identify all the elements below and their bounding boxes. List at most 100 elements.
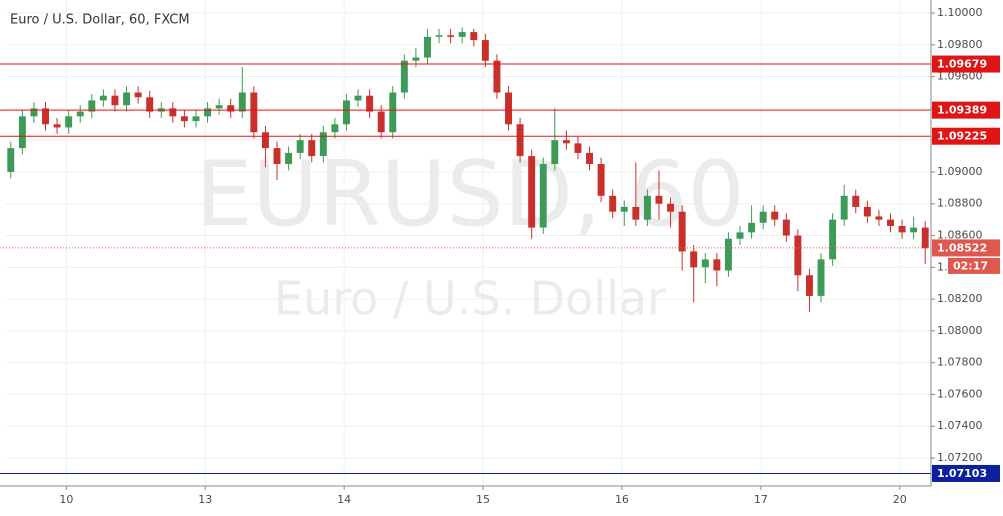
candle-body bbox=[701, 259, 709, 268]
candle-body bbox=[748, 222, 756, 233]
candle-body bbox=[192, 116, 200, 122]
y-tick-label: 1.10000 bbox=[937, 6, 983, 19]
candle-body bbox=[123, 92, 131, 106]
x-tick-label: 16 bbox=[615, 493, 629, 506]
candle-body bbox=[111, 95, 119, 106]
candle-body bbox=[470, 32, 478, 41]
candle-body bbox=[30, 108, 38, 117]
candle-body bbox=[736, 232, 744, 239]
candle-body bbox=[296, 140, 304, 153]
candle-body bbox=[690, 251, 698, 268]
price-tag bbox=[932, 55, 1000, 73]
candle-body bbox=[412, 57, 420, 61]
y-tick-label: 1.09600 bbox=[937, 70, 983, 83]
candle-body bbox=[227, 105, 235, 112]
y-tick-label: 1.07600 bbox=[937, 387, 983, 400]
candle-body bbox=[875, 216, 883, 220]
candle-body bbox=[817, 259, 825, 296]
candle-body bbox=[273, 148, 281, 165]
price-tag-label: 1.09679 bbox=[937, 58, 987, 71]
chart-title: Euro / U.S. Dollar, 60, FXCM bbox=[10, 13, 190, 28]
candle-body bbox=[632, 206, 640, 220]
candle-body bbox=[42, 108, 49, 125]
candle-body bbox=[794, 235, 802, 276]
candle-body bbox=[493, 60, 501, 93]
price-tag-label: 1.09389 bbox=[937, 104, 987, 117]
y-tick-label: 1.08600 bbox=[937, 229, 983, 242]
candle-body bbox=[609, 195, 617, 212]
y-tick-label: 1.09000 bbox=[937, 165, 983, 178]
x-tick-label: 13 bbox=[198, 493, 212, 506]
candle-body bbox=[99, 95, 107, 101]
candle-body bbox=[852, 195, 860, 207]
candle-body bbox=[65, 116, 73, 128]
price-tag bbox=[932, 101, 1000, 119]
candle-body bbox=[447, 35, 455, 37]
candle-body bbox=[134, 92, 142, 98]
candle-body bbox=[366, 95, 374, 112]
candle-body bbox=[562, 140, 570, 144]
candle-body bbox=[898, 225, 906, 233]
candle-body bbox=[76, 111, 84, 117]
candle-body bbox=[782, 219, 790, 236]
candle-body bbox=[528, 156, 536, 228]
candle-body bbox=[829, 219, 837, 260]
candle-body bbox=[354, 95, 362, 101]
candle-body bbox=[643, 195, 651, 220]
candle-body bbox=[319, 132, 327, 157]
candle-body bbox=[7, 148, 15, 172]
price-tag bbox=[932, 127, 1000, 145]
candle-body bbox=[250, 92, 258, 133]
countdown-tag bbox=[948, 257, 1000, 274]
candle-body bbox=[146, 97, 154, 112]
candle-body bbox=[180, 116, 188, 122]
x-tick-label: 10 bbox=[59, 493, 73, 506]
candle-body bbox=[18, 116, 26, 149]
candle-body bbox=[713, 259, 721, 271]
candle-body bbox=[285, 152, 293, 165]
price-tag-label: 1.09225 bbox=[937, 130, 987, 143]
candle-body bbox=[424, 36, 431, 58]
candle-body bbox=[887, 219, 894, 226]
y-tick-label: 1.08800 bbox=[937, 197, 983, 210]
y-tick-label: 1.07800 bbox=[937, 356, 983, 369]
candle-body bbox=[53, 124, 61, 128]
y-tick-label: 1.08200 bbox=[937, 292, 983, 305]
candle-body bbox=[910, 227, 918, 233]
candle-body bbox=[840, 195, 848, 220]
candle-body bbox=[481, 40, 489, 61]
candle-body bbox=[505, 92, 512, 125]
price-tag-label: 1.08522 bbox=[937, 241, 987, 254]
candle-body bbox=[342, 100, 350, 125]
candle-body bbox=[516, 124, 524, 157]
candle-body bbox=[215, 105, 223, 109]
x-tick-label: 15 bbox=[476, 493, 490, 506]
candle-body bbox=[863, 206, 871, 217]
candle-body bbox=[551, 140, 559, 165]
candle-body bbox=[586, 152, 594, 165]
candle-body bbox=[805, 275, 813, 296]
candle-body bbox=[88, 100, 96, 112]
price-tag bbox=[932, 239, 1000, 257]
candle-body bbox=[724, 238, 732, 271]
candle-body bbox=[458, 32, 466, 37]
candle-body bbox=[377, 111, 385, 133]
y-tick-label: 1.07200 bbox=[937, 451, 983, 464]
watermark-subtitle: Euro / U.S. Dollar bbox=[274, 272, 666, 326]
candle-body bbox=[204, 108, 212, 117]
candle-body bbox=[574, 143, 582, 153]
candle-body bbox=[389, 92, 397, 133]
countdown-label: 02:17 bbox=[953, 259, 988, 272]
candle-body bbox=[620, 206, 628, 212]
price-tag bbox=[932, 464, 1000, 482]
price-tag-label: 1.07103 bbox=[937, 467, 987, 480]
x-tick-label: 14 bbox=[337, 493, 351, 506]
candle-body bbox=[921, 227, 929, 249]
candle-body bbox=[655, 195, 663, 204]
candle-body bbox=[261, 132, 269, 149]
y-tick-label: 1.09800 bbox=[937, 38, 983, 51]
candle-body bbox=[308, 140, 316, 157]
candle-body bbox=[400, 60, 408, 93]
